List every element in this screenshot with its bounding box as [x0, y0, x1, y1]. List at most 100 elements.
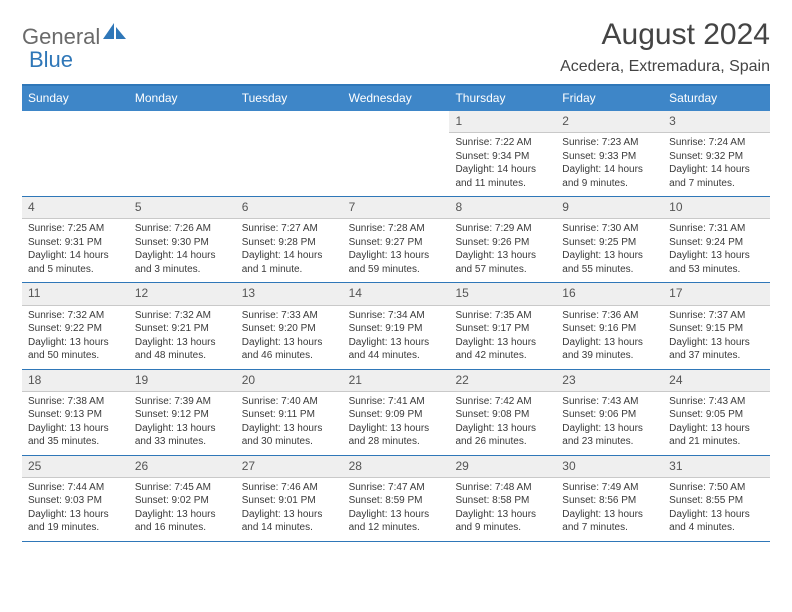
sunrise-text: Sunrise: 7:39 AM: [129, 395, 236, 409]
calendar-week: ....1Sunrise: 7:22 AMSunset: 9:34 PMDayl…: [22, 111, 770, 197]
day-number: 13: [236, 283, 343, 305]
sunrise-text: Sunrise: 7:50 AM: [663, 481, 770, 495]
daylight-text-1: Daylight: 13 hours: [22, 336, 129, 350]
sunrise-text: Sunrise: 7:38 AM: [22, 395, 129, 409]
calendar-day: 29Sunrise: 7:48 AMSunset: 8:58 PMDayligh…: [449, 456, 556, 541]
daylight-text-1: Daylight: 13 hours: [236, 422, 343, 436]
daylight-text-2: and 30 minutes.: [236, 435, 343, 449]
day-number: 31: [663, 456, 770, 478]
sunrise-text: Sunrise: 7:43 AM: [663, 395, 770, 409]
daylight-text-1: Daylight: 13 hours: [663, 508, 770, 522]
sunrise-text: Sunrise: 7:24 AM: [663, 136, 770, 150]
daylight-text-1: Daylight: 13 hours: [343, 336, 450, 350]
calendar-day: 21Sunrise: 7:41 AMSunset: 9:09 PMDayligh…: [343, 370, 450, 455]
sunrise-text: Sunrise: 7:44 AM: [22, 481, 129, 495]
sunset-text: Sunset: 9:02 PM: [129, 494, 236, 508]
sunset-text: Sunset: 8:58 PM: [449, 494, 556, 508]
daylight-text-1: Daylight: 14 hours: [22, 249, 129, 263]
sunset-text: Sunset: 9:03 PM: [22, 494, 129, 508]
daylight-text-1: Daylight: 14 hours: [663, 163, 770, 177]
sunset-text: Sunset: 8:59 PM: [343, 494, 450, 508]
sunset-text: Sunset: 9:32 PM: [663, 150, 770, 164]
sunrise-text: Sunrise: 7:37 AM: [663, 309, 770, 323]
weekday-header: Thursday: [449, 86, 556, 111]
calendar-week: 25Sunrise: 7:44 AMSunset: 9:03 PMDayligh…: [22, 456, 770, 542]
daylight-text-1: Daylight: 13 hours: [129, 336, 236, 350]
sunset-text: Sunset: 8:56 PM: [556, 494, 663, 508]
sunrise-text: Sunrise: 7:25 AM: [22, 222, 129, 236]
sunset-text: Sunset: 8:55 PM: [663, 494, 770, 508]
sunrise-text: Sunrise: 7:23 AM: [556, 136, 663, 150]
daylight-text-1: Daylight: 13 hours: [449, 249, 556, 263]
daylight-text-2: and 21 minutes.: [663, 435, 770, 449]
sunset-text: Sunset: 9:08 PM: [449, 408, 556, 422]
sunrise-text: Sunrise: 7:48 AM: [449, 481, 556, 495]
daylight-text-1: Daylight: 14 hours: [556, 163, 663, 177]
daylight-text-1: Daylight: 13 hours: [556, 422, 663, 436]
sunrise-text: Sunrise: 7:43 AM: [556, 395, 663, 409]
sunset-text: Sunset: 9:31 PM: [22, 236, 129, 250]
sunset-text: Sunset: 9:20 PM: [236, 322, 343, 336]
day-number: 4: [22, 197, 129, 219]
calendar-day: 28Sunrise: 7:47 AMSunset: 8:59 PMDayligh…: [343, 456, 450, 541]
daylight-text-2: and 55 minutes.: [556, 263, 663, 277]
location-subtitle: Acedera, Extremadura, Spain: [560, 58, 770, 76]
sunrise-text: Sunrise: 7:28 AM: [343, 222, 450, 236]
weekday-header: Saturday: [663, 86, 770, 111]
sunset-text: Sunset: 9:22 PM: [22, 322, 129, 336]
sunset-text: Sunset: 9:28 PM: [236, 236, 343, 250]
calendar-day: .: [343, 111, 450, 196]
daylight-text-1: Daylight: 13 hours: [449, 508, 556, 522]
day-number: 9: [556, 197, 663, 219]
sunset-text: Sunset: 9:12 PM: [129, 408, 236, 422]
daylight-text-1: Daylight: 13 hours: [556, 249, 663, 263]
title-block: August 2024 Acedera, Extremadura, Spain: [560, 18, 770, 76]
daylight-text-2: and 11 minutes.: [449, 177, 556, 191]
day-number: 30: [556, 456, 663, 478]
calendar-day: 25Sunrise: 7:44 AMSunset: 9:03 PMDayligh…: [22, 456, 129, 541]
calendar-day: 13Sunrise: 7:33 AMSunset: 9:20 PMDayligh…: [236, 283, 343, 368]
calendar-day: 5Sunrise: 7:26 AMSunset: 9:30 PMDaylight…: [129, 197, 236, 282]
day-number: 21: [343, 370, 450, 392]
calendar-day: 22Sunrise: 7:42 AMSunset: 9:08 PMDayligh…: [449, 370, 556, 455]
weekday-header: Monday: [129, 86, 236, 111]
daylight-text-1: Daylight: 14 hours: [129, 249, 236, 263]
daylight-text-2: and 9 minutes.: [556, 177, 663, 191]
sunrise-text: Sunrise: 7:47 AM: [343, 481, 450, 495]
calendar-day: 20Sunrise: 7:40 AMSunset: 9:11 PMDayligh…: [236, 370, 343, 455]
day-number: 7: [343, 197, 450, 219]
sunrise-text: Sunrise: 7:27 AM: [236, 222, 343, 236]
daylight-text-2: and 19 minutes.: [22, 521, 129, 535]
page-header: General August 2024 Acedera, Extremadura…: [22, 18, 770, 76]
page-title: August 2024: [560, 18, 770, 52]
daylight-text-2: and 5 minutes.: [22, 263, 129, 277]
day-number: 12: [129, 283, 236, 305]
day-number: 3: [663, 111, 770, 133]
daylight-text-2: and 1 minute.: [236, 263, 343, 277]
daylight-text-1: Daylight: 14 hours: [449, 163, 556, 177]
calendar-page: General August 2024 Acedera, Extremadura…: [0, 0, 792, 542]
calendar-day: 9Sunrise: 7:30 AMSunset: 9:25 PMDaylight…: [556, 197, 663, 282]
sunset-text: Sunset: 9:17 PM: [449, 322, 556, 336]
calendar-day: 27Sunrise: 7:46 AMSunset: 9:01 PMDayligh…: [236, 456, 343, 541]
calendar-day: 15Sunrise: 7:35 AMSunset: 9:17 PMDayligh…: [449, 283, 556, 368]
sunset-text: Sunset: 9:25 PM: [556, 236, 663, 250]
calendar-day: 8Sunrise: 7:29 AMSunset: 9:26 PMDaylight…: [449, 197, 556, 282]
day-number: 5: [129, 197, 236, 219]
day-number: 10: [663, 197, 770, 219]
daylight-text-1: Daylight: 13 hours: [343, 422, 450, 436]
calendar-day: 26Sunrise: 7:45 AMSunset: 9:02 PMDayligh…: [129, 456, 236, 541]
calendar-day: 19Sunrise: 7:39 AMSunset: 9:12 PMDayligh…: [129, 370, 236, 455]
daylight-text-2: and 59 minutes.: [343, 263, 450, 277]
daylight-text-1: Daylight: 13 hours: [663, 249, 770, 263]
daylight-text-2: and 16 minutes.: [129, 521, 236, 535]
daylight-text-1: Daylight: 13 hours: [449, 422, 556, 436]
daylight-text-2: and 26 minutes.: [449, 435, 556, 449]
sunset-text: Sunset: 9:06 PM: [556, 408, 663, 422]
calendar-day: .: [236, 111, 343, 196]
sunset-text: Sunset: 9:27 PM: [343, 236, 450, 250]
sunset-text: Sunset: 9:09 PM: [343, 408, 450, 422]
sunset-text: Sunset: 9:16 PM: [556, 322, 663, 336]
calendar-week: 11Sunrise: 7:32 AMSunset: 9:22 PMDayligh…: [22, 283, 770, 369]
sunrise-text: Sunrise: 7:40 AM: [236, 395, 343, 409]
